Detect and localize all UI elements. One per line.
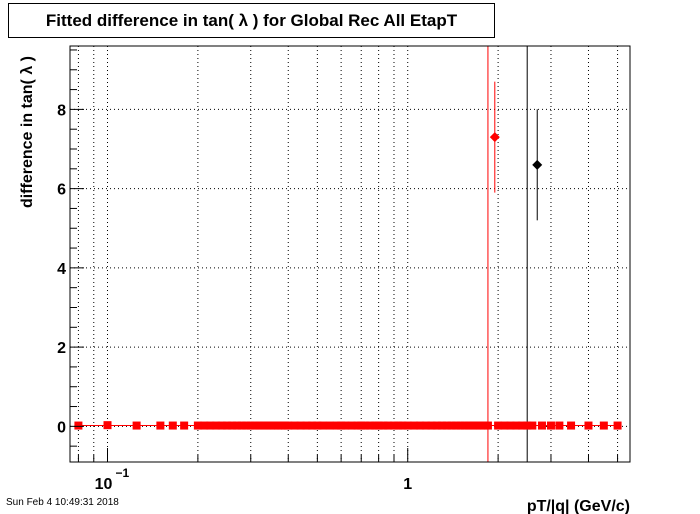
data-point-square [341,421,350,430]
axis-ticks: 0 2 4 6 8 10−1 1 [57,49,619,493]
data-point-square [447,421,456,430]
x-tick-label: 1 [403,476,412,493]
data-point-square [337,421,346,430]
grid-lines [70,46,630,462]
data-point-square [318,421,327,430]
data-point-square [228,421,237,430]
data-point-square [180,421,189,430]
data-point-square [379,421,388,430]
data-point-square [613,421,622,430]
data-point-square [103,421,112,430]
plot-frame [69,45,631,463]
data-point-square [432,421,441,430]
data-point-square [555,421,564,430]
data-point-square [366,421,375,430]
y-tick-label: 4 [57,261,66,278]
data-point-square [193,421,202,430]
data-point-square [528,421,537,430]
x-tick-label: 10 [95,476,113,493]
x-tick-exponent: −1 [116,466,130,480]
data-point-square [347,421,356,430]
data-point-square [313,421,322,430]
data-point-square [200,421,209,430]
y-axis-label: difference in tan( λ ) [19,56,36,208]
data-point-square [360,421,369,430]
data-point-square [255,421,264,430]
data-point-square [302,421,311,430]
data-point-square [251,421,260,430]
data-point-square [456,421,465,430]
data-point-square [296,421,305,430]
data-point-square [398,421,407,430]
data-point-square [483,421,492,430]
data-point-square [374,421,383,430]
data-point-square [421,421,430,430]
data-point-square [517,421,526,430]
data-point-square [222,421,231,430]
data-point-square [500,421,509,430]
data-point-square [567,421,576,430]
data-point-square [132,421,141,430]
y-tick-label: 6 [57,182,66,199]
y-tick-label: 0 [57,419,66,436]
data-point-square [452,421,461,430]
data-point-square [290,421,299,430]
data-point-square [537,421,546,430]
x-axis-label: pT/|q| (GeV/c) [527,498,630,514]
data-point-square [284,421,293,430]
data-point-square [427,421,436,430]
data-point-square [332,421,341,430]
chart-title: Fitted difference in tan( λ ) for Global… [8,3,495,38]
data-point-square [403,421,412,430]
timestamp-label: Sun Feb 4 10:49:31 2018 [6,497,119,508]
data-point-square [237,421,246,430]
data-point-square [308,421,317,430]
data-point-square [212,421,221,430]
data-point-diamond [489,132,500,143]
data-point-square [246,421,255,430]
data-point-square [437,421,446,430]
data-point-square [325,421,334,430]
data-point-square [465,421,474,430]
data-point-square [442,421,451,430]
y-tick-label: 2 [57,340,66,357]
data-point-square [512,421,521,430]
data-point-square [389,421,398,430]
data-point-square [168,421,177,430]
data-point-square [410,421,419,430]
data-point-square [460,421,469,430]
data-point-square [416,421,425,430]
data-point-diamond [532,159,543,170]
reference-lines [487,46,528,462]
data-point-square [599,421,608,430]
data-point-square [494,421,503,430]
data-point-square [384,421,393,430]
data-point-square [217,421,226,430]
data-point-square [74,421,83,430]
data-point-square [242,421,251,430]
data-points [74,81,622,430]
data-point-square [394,421,403,430]
data-point-square [523,421,532,430]
data-point-square [233,421,242,430]
data-point-square [584,421,593,430]
y-tick-label: 8 [57,102,66,119]
data-point-square [546,421,555,430]
data-point-square [206,421,215,430]
data-point-square [156,421,165,430]
data-point-square [506,421,515,430]
